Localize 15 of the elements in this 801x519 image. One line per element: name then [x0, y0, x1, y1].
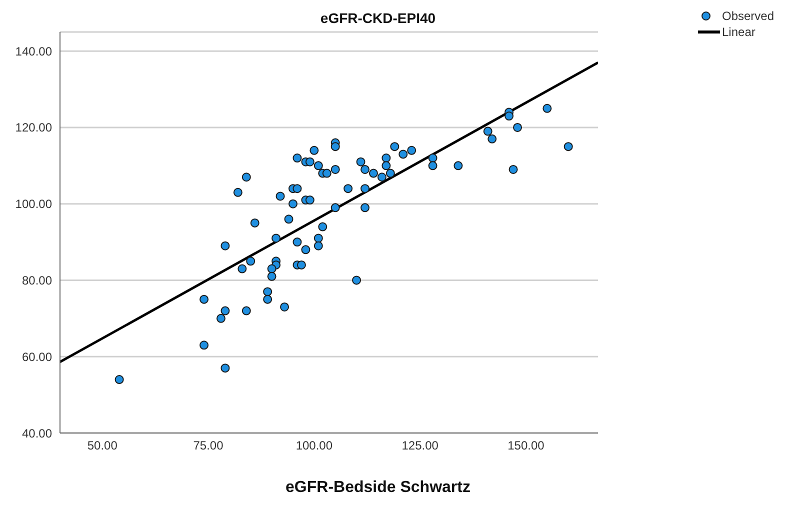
legend-label: Observed: [722, 9, 774, 23]
x-tick-label: 125.00: [402, 438, 439, 453]
x-tick-label: 50.00: [87, 438, 118, 453]
x-tick-label: 150.00: [508, 438, 545, 453]
legend-label: Linear: [722, 25, 756, 39]
x-tick-label: 100.00: [296, 438, 333, 453]
x-axis-title: eGFR-Bedside Schwartz: [284, 479, 472, 497]
chart-title: eGFR-CKD-EPI40: [319, 10, 437, 26]
y-tick-label: 60.00: [22, 350, 52, 364]
y-tick-label: 40.00: [22, 426, 52, 440]
x-tick-label: 75.00: [193, 438, 224, 453]
y-tick-label: 100.00: [15, 197, 52, 212]
y-tick-label: 140.00: [15, 44, 52, 58]
y-tick-label: 120.00: [15, 120, 52, 135]
y-tick-label: 80.00: [22, 274, 52, 288]
